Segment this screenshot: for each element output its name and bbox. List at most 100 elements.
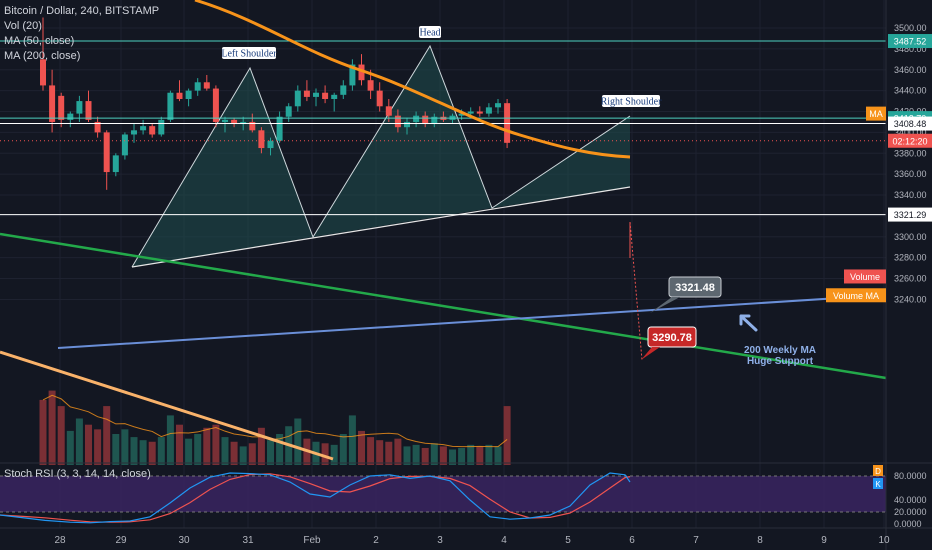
time-tick-label: 30	[178, 535, 190, 546]
indicator-ma200[interactable]: MA (200, close)	[4, 50, 81, 62]
volume-bar	[276, 434, 284, 465]
price-tick-label: 3300.00	[894, 232, 927, 242]
candle-body	[431, 116, 438, 125]
volume-bar	[48, 390, 56, 465]
candle-body	[58, 95, 65, 120]
volume-bar	[267, 440, 274, 465]
chart-overlays: Left Shoulder Head Right Shoulder 3321.48 32…	[0, 0, 887, 461]
volume-bar	[412, 444, 420, 465]
ma50-line	[194, 0, 631, 159]
candle-body	[495, 103, 501, 108]
candle-body	[103, 132, 110, 173]
candle-body	[203, 82, 210, 89]
volume-bar	[230, 441, 238, 465]
neckline	[131, 186, 631, 268]
candle-body	[458, 113, 465, 116]
time-tick-label: 3	[437, 535, 443, 546]
volume-bar	[185, 438, 193, 465]
volume-bar	[385, 441, 393, 465]
head-label-bg	[419, 26, 441, 38]
stoch-rsi-pane: DK 80.0000 40.0000 20.0000 0.0000	[0, 462, 932, 529]
price-tag-label: Volume	[850, 272, 880, 282]
volume-bar	[449, 449, 456, 465]
weekly-ma-line	[57, 294, 887, 349]
volume-bar	[458, 447, 466, 465]
volume-bar	[321, 443, 329, 465]
pattern-outline	[131, 44, 631, 268]
price-tick-label: 3460.00	[894, 65, 927, 75]
time-tick-label: 6	[629, 535, 635, 546]
candle-body	[212, 88, 219, 122]
time-tick-label: 4	[501, 535, 507, 546]
volume-bar	[430, 443, 438, 465]
indicator-ma50[interactable]: MA (50, close)	[4, 35, 75, 47]
candle-body	[404, 121, 410, 128]
time-tick-label: 28	[54, 535, 66, 546]
rsi-badge-k	[873, 478, 883, 489]
volume-bar	[294, 418, 302, 465]
time-tick-label: 5	[565, 535, 571, 546]
stoch-k-line	[0, 472, 631, 524]
left-shoulder-label: Left Shoulder	[221, 49, 277, 60]
projection-label: 3290.78	[652, 332, 692, 344]
indicator-volume[interactable]: Vol (20)	[4, 20, 42, 32]
candle-body	[140, 126, 147, 131]
candle-body	[112, 155, 119, 173]
price-tag	[888, 34, 932, 49]
candle-body	[194, 82, 201, 91]
time-tick-label: 9	[821, 535, 827, 546]
price-tag	[826, 288, 886, 303]
candle-body	[94, 121, 101, 133]
candle-body	[85, 101, 92, 120]
symbol-title[interactable]: Bitcoin / Dollar, 240, BITSTAMP	[4, 5, 160, 17]
volume-bar	[148, 441, 156, 465]
price-tick-label: 3280.00	[894, 253, 927, 263]
price-tick-label: 3440.00	[894, 86, 927, 96]
price-tick-label: 3240.00	[894, 294, 927, 304]
support-arrow-icon	[739, 314, 758, 332]
volume-bar	[476, 446, 484, 465]
candle-body	[176, 92, 183, 99]
candle-body	[313, 92, 319, 97]
candle-body	[222, 119, 228, 122]
volume-bar	[239, 446, 247, 465]
volume-bar	[139, 440, 147, 465]
volume-bar	[358, 430, 365, 465]
time-tick-label: Feb	[303, 535, 321, 546]
projection-box	[647, 326, 697, 348]
pattern-fill	[132, 46, 630, 267]
candle-body	[322, 92, 329, 99]
volume-bar	[348, 415, 356, 465]
candle-body	[131, 130, 137, 135]
candle-body	[149, 126, 156, 135]
price-tag-label: 02:12:20	[892, 136, 927, 146]
candle-body	[331, 94, 338, 99]
candle-body	[394, 115, 401, 128]
candle-body	[376, 90, 383, 107]
volume-bar	[221, 437, 229, 465]
price-tag	[844, 269, 886, 284]
price-tag	[866, 106, 886, 121]
stoch-rsi-title[interactable]: Stoch RSI (3, 3, 14, 14, close)	[4, 468, 151, 480]
support-text-2: Huge Support	[747, 356, 814, 367]
volume-bar	[85, 424, 92, 465]
volume-bar	[394, 438, 402, 465]
volume-bar	[66, 430, 74, 465]
price-tag-label: MA	[869, 109, 883, 119]
projection-line	[629, 221, 643, 361]
volume-bar	[203, 427, 211, 465]
price-tag-label: Volume MA	[833, 291, 879, 301]
candle-body	[476, 111, 483, 114]
price-tick-label: 3380.00	[894, 148, 927, 158]
trend-line	[0, 350, 334, 461]
stoch-d-line	[0, 473, 631, 523]
price-tag-label: 3408.48	[894, 119, 927, 129]
candle-body	[67, 113, 74, 120]
head-label: Head	[419, 28, 440, 39]
target-box	[668, 276, 722, 298]
time-tick-label: 7	[693, 535, 699, 546]
volume-bar	[157, 437, 165, 465]
candle-body	[485, 107, 492, 114]
candle-body	[504, 103, 511, 143]
